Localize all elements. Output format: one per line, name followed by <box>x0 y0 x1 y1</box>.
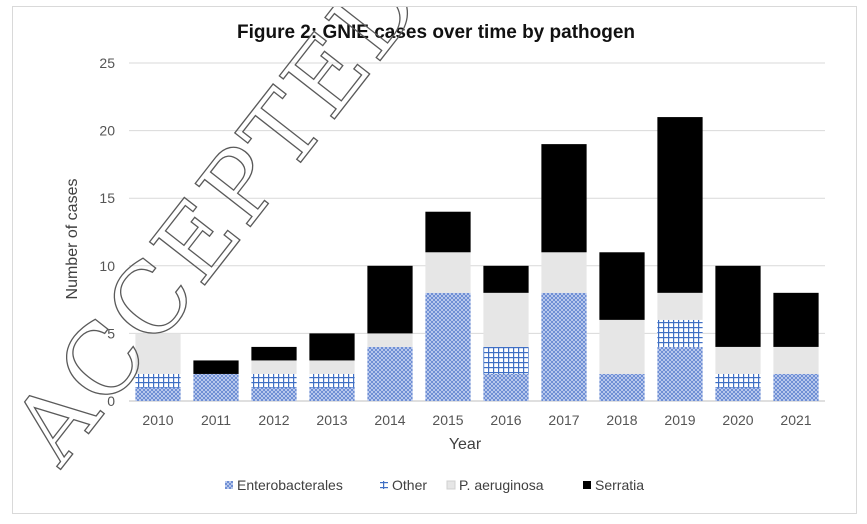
bar-serratia-2019 <box>657 117 703 293</box>
gridlines <box>129 62 825 402</box>
legend-swatch-2 <box>380 481 388 489</box>
bar-serratia-2020 <box>715 265 761 347</box>
bar-p-aeruginosa-2018 <box>599 319 645 374</box>
y-tick-label: 20 <box>99 123 115 139</box>
y-tick-label: 0 <box>107 393 115 409</box>
bar-enterobacterales-2012 <box>251 387 297 401</box>
bar-enterobacterales-2010 <box>135 387 181 401</box>
bar-p-aeruginosa-2021 <box>773 346 819 374</box>
stacked-bar-chart: Figure 2: GNIE cases over time by pathog… <box>13 7 858 493</box>
bar-p-aeruginosa-2012 <box>251 360 297 374</box>
y-tick-label: 15 <box>99 190 115 206</box>
bar-other-2010 <box>135 373 181 388</box>
x-tick-label-2011: 2011 <box>201 412 231 428</box>
y-tick-label: 5 <box>107 325 115 341</box>
bar-serratia-2021 <box>773 292 819 347</box>
x-tick-label-2017: 2017 <box>548 412 579 428</box>
chart-frame: Figure 2: GNIE cases over time by pathog… <box>12 6 858 514</box>
bar-p-aeruginosa-2010 <box>135 333 181 374</box>
legend-label-1: Enterobacterales <box>237 477 343 493</box>
bar-serratia-2012 <box>251 346 297 361</box>
bar-enterobacterales-2020 <box>715 387 761 401</box>
x-tick-label-2010: 2010 <box>142 412 173 428</box>
x-tick-label-2019: 2019 <box>664 412 695 428</box>
bar-serratia-2011 <box>193 360 239 374</box>
chart-title: Figure 2: GNIE cases over time by pathog… <box>237 22 635 43</box>
x-tick-label-2014: 2014 <box>374 412 405 428</box>
x-axis-title: Year <box>449 436 482 453</box>
bar-other-2012 <box>251 373 297 388</box>
legend-swatch-4 <box>583 481 591 489</box>
bar-p-aeruginosa-2015 <box>425 252 471 293</box>
bars <box>135 117 819 401</box>
bar-serratia-2013 <box>309 333 355 361</box>
y-tick-labels: 0 5 10 15 20 25 <box>99 55 115 409</box>
bar-other-2016 <box>483 346 529 374</box>
bar-other-2019 <box>657 319 703 347</box>
bar-other-2020 <box>715 373 761 388</box>
y-tick-label: 10 <box>99 258 115 274</box>
bar-other-2013 <box>309 373 355 388</box>
bar-enterobacterales-2014 <box>367 346 413 401</box>
legend-label-2: Other <box>392 477 427 493</box>
bar-p-aeruginosa-2020 <box>715 346 761 374</box>
x-tick-label-2020: 2020 <box>722 412 753 428</box>
bar-p-aeruginosa-2019 <box>657 292 703 320</box>
x-tick-label-2013: 2013 <box>316 412 347 428</box>
legend-label-3: P. aeruginosa <box>459 477 544 493</box>
bar-p-aeruginosa-2013 <box>309 360 355 374</box>
x-tick-labels: 2010 2011 2012 2013 2014 2015 2016 2017 2018 2019… <box>142 412 811 428</box>
legend-swatch-3 <box>446 480 456 490</box>
legend: Enterobacterales Other P. aeruginosa Serrat… <box>225 477 644 493</box>
legend-label-4: Serratia <box>595 477 644 493</box>
bar-enterobacterales-2015 <box>425 292 471 401</box>
bar-serratia-2016 <box>483 265 529 293</box>
x-tick-label-2018: 2018 <box>606 412 637 428</box>
x-tick-label-2012: 2012 <box>258 412 289 428</box>
x-tick-label-2016: 2016 <box>490 412 521 428</box>
bar-enterobacterales-2018 <box>599 373 645 401</box>
bar-p-aeruginosa-2016 <box>483 292 529 347</box>
bar-enterobacterales-2013 <box>309 387 355 401</box>
y-axis-title: Number of cases <box>64 179 81 300</box>
legend-swatch-1 <box>225 481 233 489</box>
bar-enterobacterales-2021 <box>773 373 819 401</box>
bar-enterobacterales-2017 <box>541 292 587 401</box>
bar-serratia-2018 <box>599 252 645 320</box>
bar-serratia-2015 <box>425 211 471 253</box>
bar-enterobacterales-2019 <box>657 346 703 401</box>
x-tick-label-2021: 2021 <box>780 412 811 428</box>
bar-enterobacterales-2016 <box>483 373 529 401</box>
x-tick-label-2015: 2015 <box>432 412 463 428</box>
bar-p-aeruginosa-2014 <box>367 333 413 347</box>
y-tick-label: 25 <box>99 55 115 71</box>
bar-enterobacterales-2011 <box>193 373 239 401</box>
bar-serratia-2014 <box>367 265 413 334</box>
bar-p-aeruginosa-2017 <box>541 252 587 293</box>
bar-serratia-2017 <box>541 144 587 253</box>
